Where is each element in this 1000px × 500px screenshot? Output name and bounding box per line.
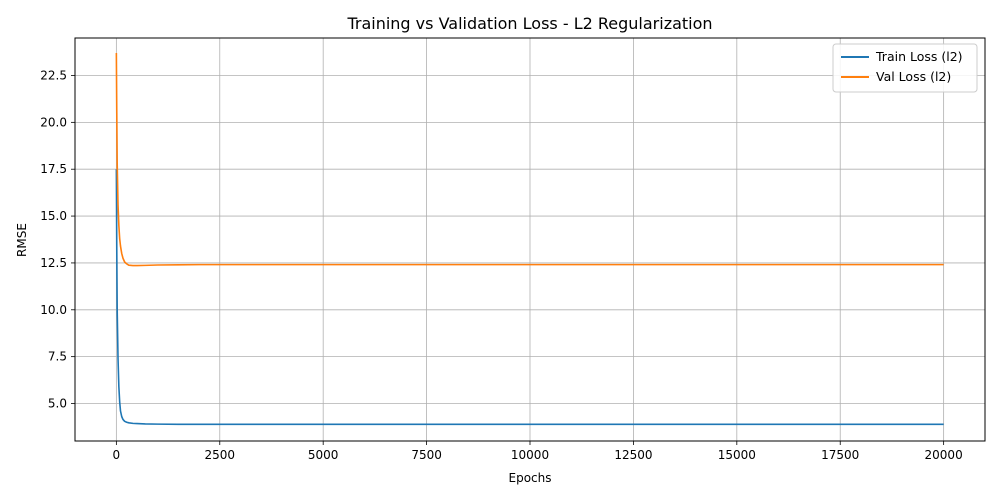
plot-lines <box>115 52 944 426</box>
x-axis: 0 2500 5000 7500 10000 12500 15000 17500 20000 <box>113 441 963 462</box>
y-axis: 5.0 7.5 10.0 12.5 15.0 17.5 20.0 22.5 <box>40 68 75 411</box>
legend: Train Loss (l2) Val Loss (l2) <box>832 43 978 93</box>
legend-entry-val: Val Loss (l2) <box>876 69 951 84</box>
x-tick-label: 12500 <box>614 448 652 462</box>
y-tick-label: 20.0 <box>40 115 67 129</box>
x-tick-label: 5000 <box>308 448 339 462</box>
series-line-train <box>115 169 944 426</box>
chart-title: Training vs Validation Loss - L2 Regular… <box>346 14 712 33</box>
y-tick-label: 7.5 <box>48 350 67 364</box>
y-tick-label: 15.0 <box>40 209 67 223</box>
y-tick-label: 17.5 <box>40 162 67 176</box>
y-tick-label: 10.0 <box>40 303 67 317</box>
x-tick-label: 10000 <box>511 448 549 462</box>
x-tick-label: 17500 <box>821 448 859 462</box>
x-axis-label: Epochs <box>509 471 552 485</box>
y-tick-label: 5.0 <box>48 397 67 411</box>
x-tick-label: 0 <box>113 448 121 462</box>
y-tick-label: 22.5 <box>40 68 67 82</box>
y-axis-label: RMSE <box>15 223 29 257</box>
x-tick-label: 7500 <box>411 448 442 462</box>
y-tick-label: 12.5 <box>40 256 67 270</box>
x-tick-label: 2500 <box>204 448 235 462</box>
grid <box>75 38 985 441</box>
series-line-val <box>115 52 944 267</box>
x-tick-label: 20000 <box>925 448 963 462</box>
x-tick-label: 15000 <box>718 448 756 462</box>
legend-entry-train: Train Loss (l2) <box>875 49 963 64</box>
